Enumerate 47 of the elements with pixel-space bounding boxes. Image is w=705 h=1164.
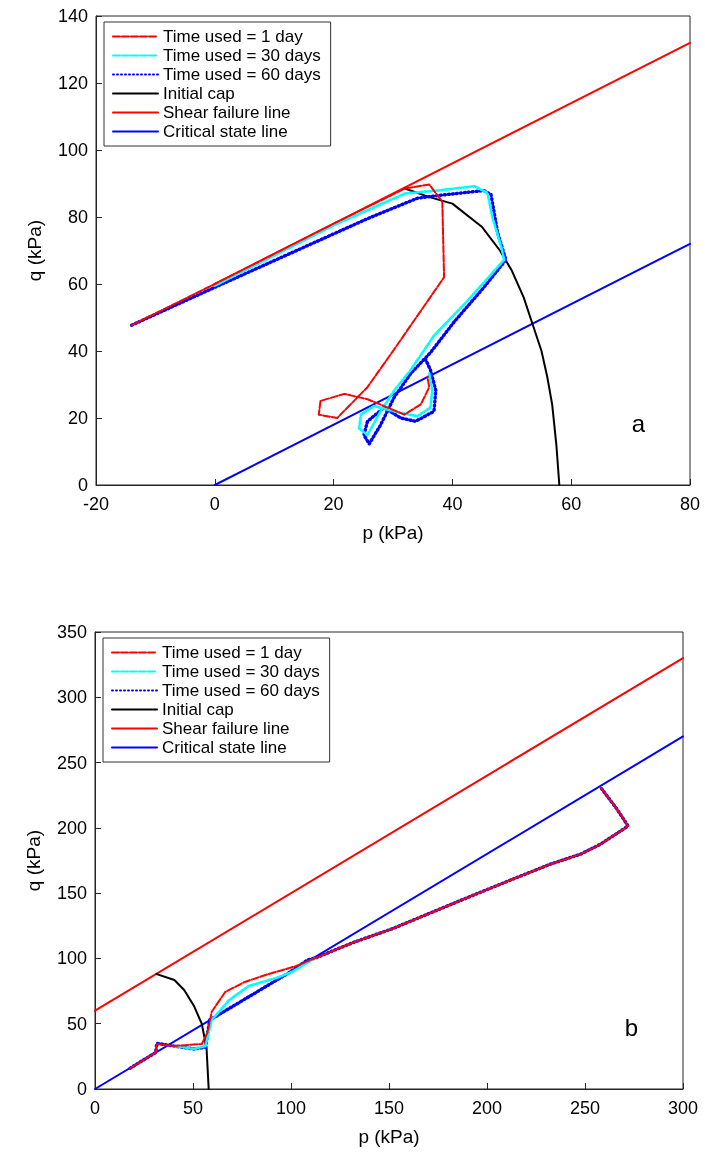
x-tick-label: 60 <box>561 494 582 514</box>
y-tick-label: 150 <box>56 883 87 904</box>
y-tick-label: 200 <box>56 817 87 838</box>
x-tick-label: 80 <box>679 494 701 514</box>
x-tick-label: 0 <box>209 494 220 514</box>
x-tick-label: 200 <box>471 1098 503 1118</box>
y-tick-label: 100 <box>57 140 88 160</box>
legend-label: Time used = 60 days <box>162 681 320 700</box>
y-axis-title: q (kPa) <box>24 219 45 282</box>
annotation: b <box>624 1013 639 1041</box>
x-tick-label: 150 <box>373 1098 405 1118</box>
y-tick-label: 60 <box>67 274 88 294</box>
x-tick-label: 20 <box>323 494 344 514</box>
legend-label: Critical state line <box>163 122 288 141</box>
x-tick-label: 40 <box>442 494 463 514</box>
legend-label: Initial cap <box>163 84 235 103</box>
y-tick-label: 50 <box>66 1013 87 1034</box>
x-tick-label: 0 <box>89 1098 101 1118</box>
y-tick-label: 80 <box>67 207 88 227</box>
legend-label: Time used = 30 days <box>163 46 321 65</box>
legend-label: Time used = 30 days <box>162 662 320 681</box>
annotation: a <box>631 409 646 437</box>
legend-label: Time used = 1 day <box>163 27 304 46</box>
y-tick-label: 100 <box>56 948 87 969</box>
y-tick-label: 0 <box>77 475 88 495</box>
x-tick-label: -20 <box>82 494 110 514</box>
y-tick-label: 20 <box>67 408 88 428</box>
y-tick-label: 0 <box>76 1079 87 1099</box>
legend-label: Shear failure line <box>163 103 291 122</box>
y-axis-title: q (kPa) <box>23 829 44 892</box>
y-tick-label: 120 <box>57 73 88 93</box>
x-tick-label: 100 <box>275 1098 307 1118</box>
legend-label: Shear failure line <box>162 719 290 738</box>
y-tick-label: 250 <box>56 752 87 773</box>
legend-label: Time used = 60 days <box>163 65 321 84</box>
legend-label: Critical state line <box>162 738 287 757</box>
x-axis-title: p (kPa) <box>358 1126 420 1147</box>
y-tick-label: 300 <box>56 687 87 708</box>
x-axis-title: p (kPa) <box>362 522 424 543</box>
x-tick-label: 300 <box>667 1098 699 1118</box>
y-tick-label: 350 <box>56 622 87 642</box>
legend-label: Initial cap <box>162 700 234 719</box>
x-tick-label: 250 <box>569 1098 601 1118</box>
y-tick-label: 40 <box>67 341 88 361</box>
y-tick-label: 140 <box>57 6 88 26</box>
legend-label: Time used = 1 day <box>162 643 303 662</box>
x-tick-label: 50 <box>182 1098 204 1118</box>
